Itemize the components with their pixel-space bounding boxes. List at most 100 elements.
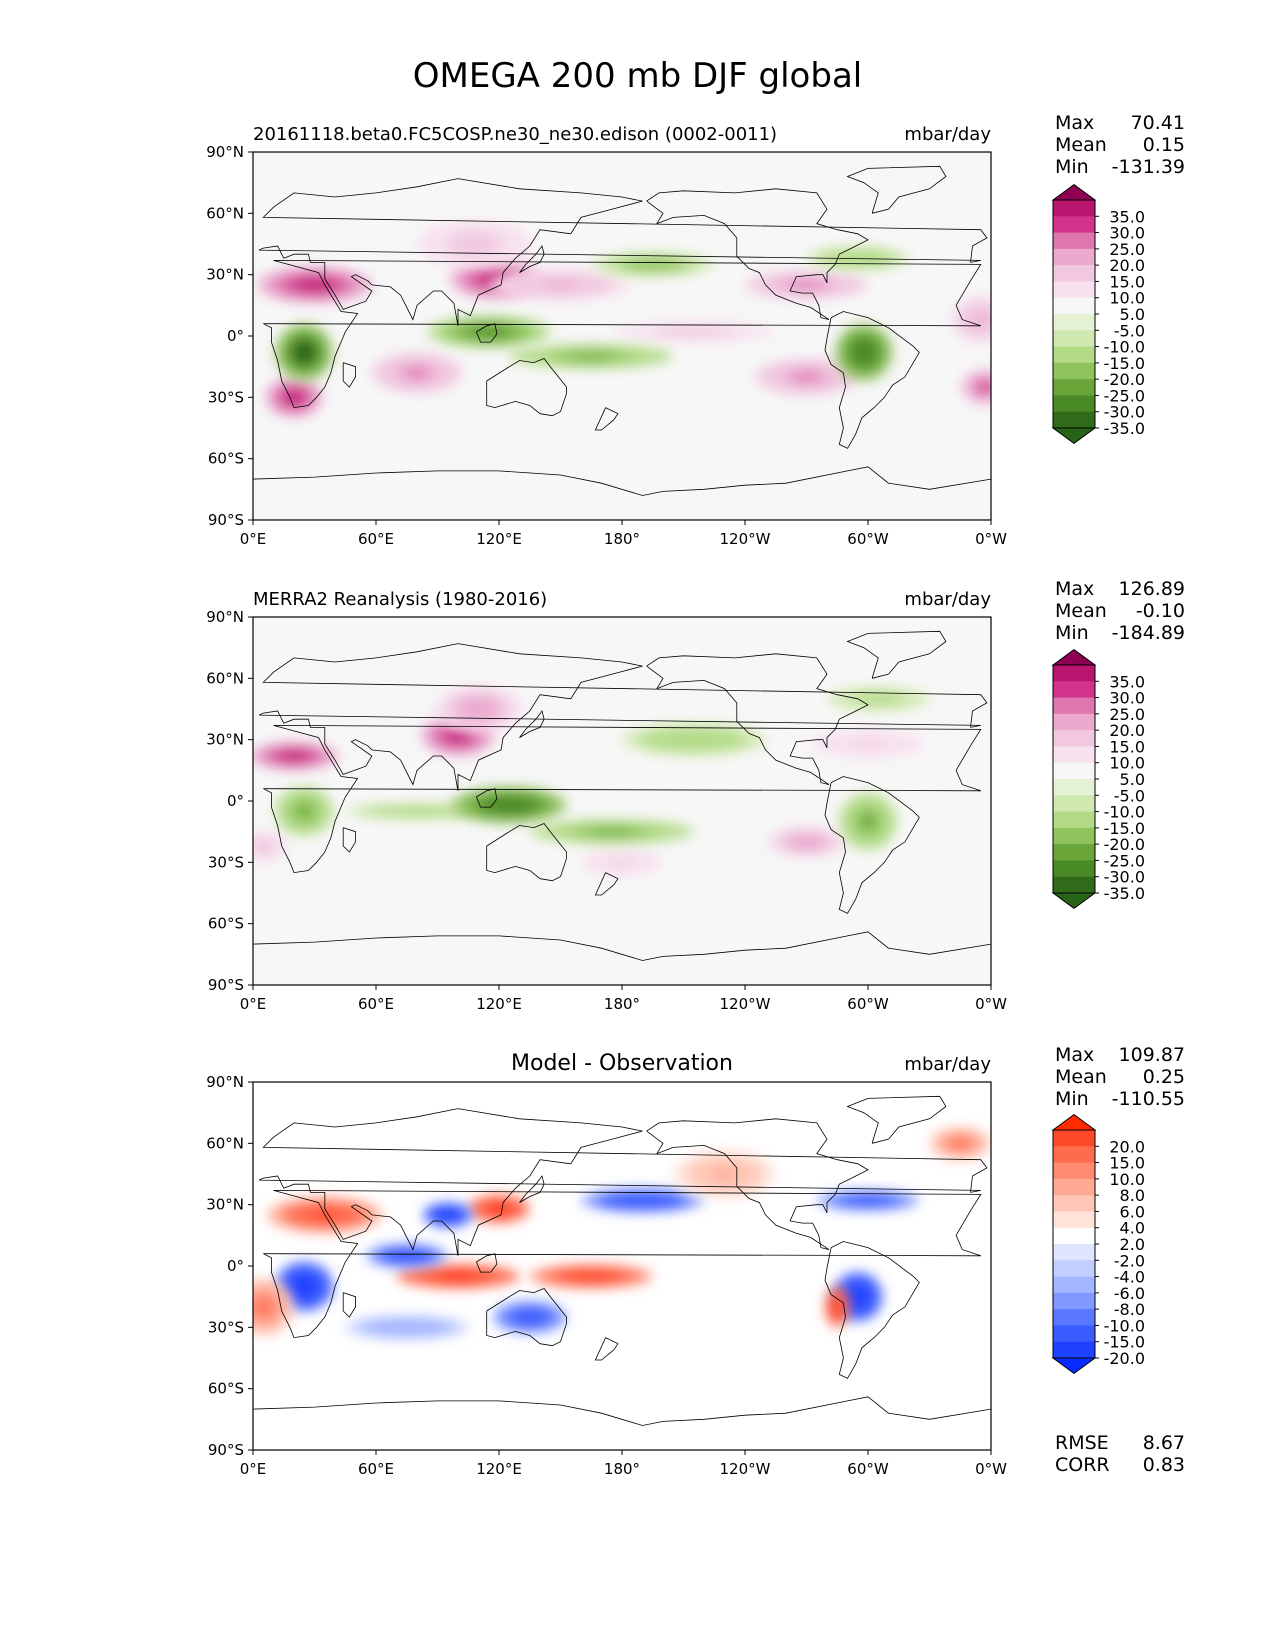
- coastline: [594, 407, 619, 431]
- colorbar-label: 15.0: [1109, 1154, 1145, 1173]
- stat-row-min: Min -110.55: [1055, 1088, 1185, 1110]
- colorbar-bin: [1053, 713, 1095, 731]
- lon-tick-label: 0°E: [240, 530, 267, 548]
- field-anomaly: [253, 1278, 294, 1336]
- lat-tick-label: 90°N: [206, 608, 244, 626]
- stat-row-min: Min -131.39: [1055, 156, 1185, 178]
- colorbar-bin: [1053, 1227, 1095, 1245]
- field-contour: [865, 695, 892, 702]
- field-anomaly: [835, 323, 893, 381]
- colorbar-label: -4.0: [1114, 1268, 1145, 1287]
- colorbar-label: -10.0: [1104, 1316, 1145, 1335]
- stat-value: -0.10: [1135, 600, 1185, 622]
- panel-title: MERRA2 Reanalysis (1980-2016): [253, 589, 547, 610]
- colorbar-label: 2.0: [1120, 1235, 1145, 1254]
- field-contour: [973, 313, 989, 326]
- lat-tick-label: 30°N: [206, 1196, 244, 1214]
- field-contour: [673, 329, 715, 335]
- coastline: [646, 1118, 869, 1250]
- field-anomaly: [492, 1300, 567, 1334]
- field-anomaly: [265, 376, 323, 418]
- panel-units: mbar/day: [904, 589, 991, 610]
- coastline: [258, 643, 988, 791]
- colorbar-bin: [1053, 779, 1095, 796]
- colorbar-label: -25.0: [1104, 386, 1145, 405]
- colorbar-bin: [1053, 232, 1095, 250]
- field-anomaly: [468, 1194, 530, 1224]
- lon-tick-label: 0°E: [240, 1460, 267, 1478]
- coastlines: [253, 165, 991, 496]
- colorbar-label: 20.0: [1109, 721, 1145, 740]
- colorbar-label: 15.0: [1109, 272, 1145, 291]
- colorbar-label: 6.0: [1120, 1202, 1145, 1221]
- stat-value: 0.15: [1142, 134, 1185, 156]
- colorbar-label: 10.0: [1109, 289, 1145, 308]
- colorbar-bin: [1053, 1341, 1095, 1359]
- lat-tick-label: 90°S: [208, 976, 244, 994]
- colorbar-bin: [1053, 811, 1095, 829]
- stat-row-mean: Mean -0.10: [1055, 600, 1185, 622]
- field-contour: [300, 280, 329, 290]
- coastline: [519, 245, 545, 273]
- field-anomaly: [591, 252, 715, 277]
- stat-label: Mean: [1055, 600, 1107, 622]
- coastline: [646, 653, 869, 785]
- colorbar-bin: [1053, 200, 1095, 217]
- stat-label: Max: [1055, 112, 1095, 134]
- colorbar-bin: [1053, 281, 1095, 299]
- lat-tick-label: 30°S: [208, 853, 244, 871]
- coastline: [486, 358, 567, 417]
- field-contour: [520, 1313, 539, 1322]
- lon-tick-label: 60°W: [847, 1460, 889, 1478]
- lon-tick-label: 60°E: [358, 995, 394, 1013]
- stat-value: -131.39: [1111, 156, 1185, 178]
- colorbar-bin: [1053, 314, 1095, 331]
- field-contour: [952, 1139, 968, 1148]
- stat-label: Mean: [1055, 134, 1107, 156]
- field-contour: [297, 345, 312, 360]
- colorbar-label: 25.0: [1109, 240, 1145, 259]
- field-anomaly: [950, 295, 991, 345]
- field-contour: [442, 1273, 474, 1280]
- field-anomaly: [365, 1243, 448, 1269]
- colorbar-bin: [1053, 265, 1095, 282]
- lon-tick-label: 120°E: [476, 995, 522, 1013]
- colorbar-cap-bottom: [1051, 1357, 1097, 1375]
- colorbar: 35.030.025.020.015.010.05.0-5.0-10.0-15.…: [1051, 183, 1145, 445]
- colorbar: 35.030.025.020.015.010.05.0-5.0-10.0-15.…: [1051, 648, 1145, 910]
- colorbar-label: 35.0: [1109, 207, 1145, 226]
- field-anomaly: [929, 1126, 991, 1160]
- colorbar-label: 25.0: [1109, 705, 1145, 724]
- stats-block-rmse-corr: RMSE 8.67 CORR 0.83: [1055, 1432, 1185, 1476]
- colorbar-bin: [1053, 681, 1095, 699]
- lat-tick-label: 30°N: [206, 266, 244, 284]
- lat-tick-label: 0°: [227, 1257, 244, 1275]
- lon-tick-label: 0°W: [975, 530, 1007, 548]
- colorbar-bin: [1053, 876, 1095, 894]
- colorbar-bin: [1053, 297, 1095, 315]
- colorbar-label: 15.0: [1109, 737, 1145, 756]
- colorbar-bin: [1053, 395, 1095, 413]
- lat-tick-label: 30°S: [208, 1318, 244, 1336]
- colorbar-label: -5.0: [1114, 786, 1145, 805]
- colorbar-label: -6.0: [1114, 1284, 1145, 1303]
- colorbar-bin: [1053, 248, 1095, 266]
- lon-tick-label: 120°W: [720, 995, 771, 1013]
- colorbar-label: -30.0: [1104, 868, 1145, 887]
- lon-tick-label: 0°E: [240, 995, 267, 1013]
- coastline: [519, 1175, 545, 1203]
- lon-tick-label: 180°: [604, 530, 640, 548]
- coastline: [846, 1095, 947, 1144]
- lat-tick-label: 60°S: [208, 915, 244, 933]
- field-contour: [494, 800, 524, 810]
- field-contour: [297, 805, 312, 818]
- lat-tick-label: 60°S: [208, 450, 244, 468]
- field-anomaly: [765, 825, 848, 859]
- panel-title: 20161118.beta0.FC5COSP.ne30_ne30.edison …: [253, 124, 777, 145]
- stat-value: 0.83: [1142, 1454, 1185, 1476]
- field-anomaly: [509, 344, 674, 369]
- field-contour: [467, 702, 490, 716]
- coastline: [253, 1396, 991, 1426]
- lat-tick-label: 0°: [227, 327, 244, 345]
- colorbar-bin: [1053, 1292, 1095, 1310]
